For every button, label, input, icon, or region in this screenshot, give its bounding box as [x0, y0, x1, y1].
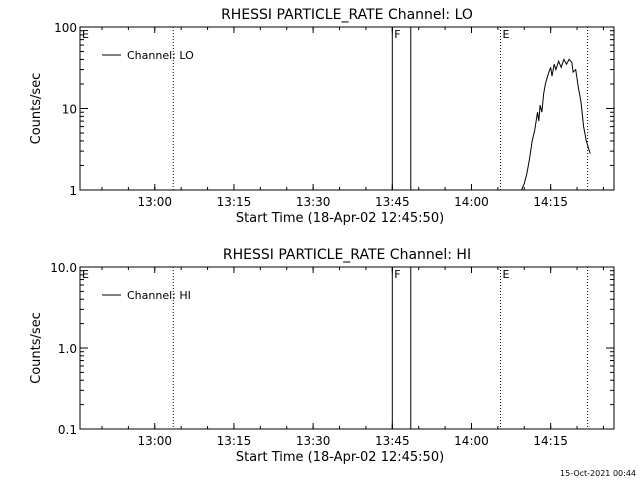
chart-panel-1: RHESSI PARTICLE_RATE Channel: LO E F E 13:00…: [29, 7, 615, 226]
y-tick-label: 100: [54, 21, 77, 35]
y-tick-label: 1: [69, 184, 77, 198]
x-tick-label: 13:15: [217, 434, 252, 448]
series-line: [521, 58, 591, 191]
x-axis-label: Start Time (18-Apr-02 12:45:50): [236, 450, 444, 465]
x-tick-label: 13:45: [375, 195, 410, 209]
x-tick-label: 13:15: [217, 195, 252, 209]
chart-title: RHESSI PARTICLE_RATE Channel: LO: [221, 7, 473, 23]
x-tick-label: 13:30: [296, 434, 331, 448]
x-tick-label: 14:00: [454, 195, 489, 209]
footer-timestamp: 15-Oct-2021 00:44: [560, 469, 636, 478]
y-tick-label: 10: [62, 103, 77, 117]
x-tick-label: 14:15: [533, 434, 568, 448]
y-axis-label: Counts/sec: [29, 312, 44, 384]
x-tick-label: 13:45: [375, 434, 410, 448]
event-marker-label: E: [503, 28, 510, 41]
x-tick-label: 13:30: [296, 195, 331, 209]
y-tick-label: 1.0: [58, 342, 77, 356]
legend-label: Channel: LO: [127, 49, 194, 62]
y-axis-label: Counts/sec: [29, 73, 44, 145]
x-tick-label: 14:00: [454, 434, 489, 448]
legend-label: Channel: HI: [127, 289, 191, 302]
x-tick-label: 13:00: [137, 195, 172, 209]
event-marker-label: E: [82, 28, 89, 41]
chart-title: RHESSI PARTICLE_RATE Channel: HI: [223, 247, 471, 263]
event-marker-label: F: [394, 28, 400, 41]
x-axis-label: Start Time (18-Apr-02 12:45:50): [236, 211, 444, 226]
y-tick-label: 10.0: [50, 261, 77, 275]
x-tick-label: 13:00: [137, 434, 172, 448]
chart-panel-2: RHESSI PARTICLE_RATE Channel: HI E F E 13:00…: [29, 247, 615, 465]
event-marker-label: E: [82, 268, 89, 281]
x-tick-label: 14:15: [533, 195, 568, 209]
event-marker-label: F: [394, 268, 400, 281]
event-marker-label: E: [503, 268, 510, 281]
y-tick-label: 0.1: [58, 423, 77, 437]
